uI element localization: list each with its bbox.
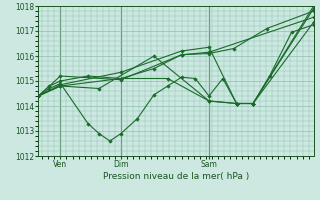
X-axis label: Pression niveau de la mer( hPa ): Pression niveau de la mer( hPa ) bbox=[103, 172, 249, 181]
